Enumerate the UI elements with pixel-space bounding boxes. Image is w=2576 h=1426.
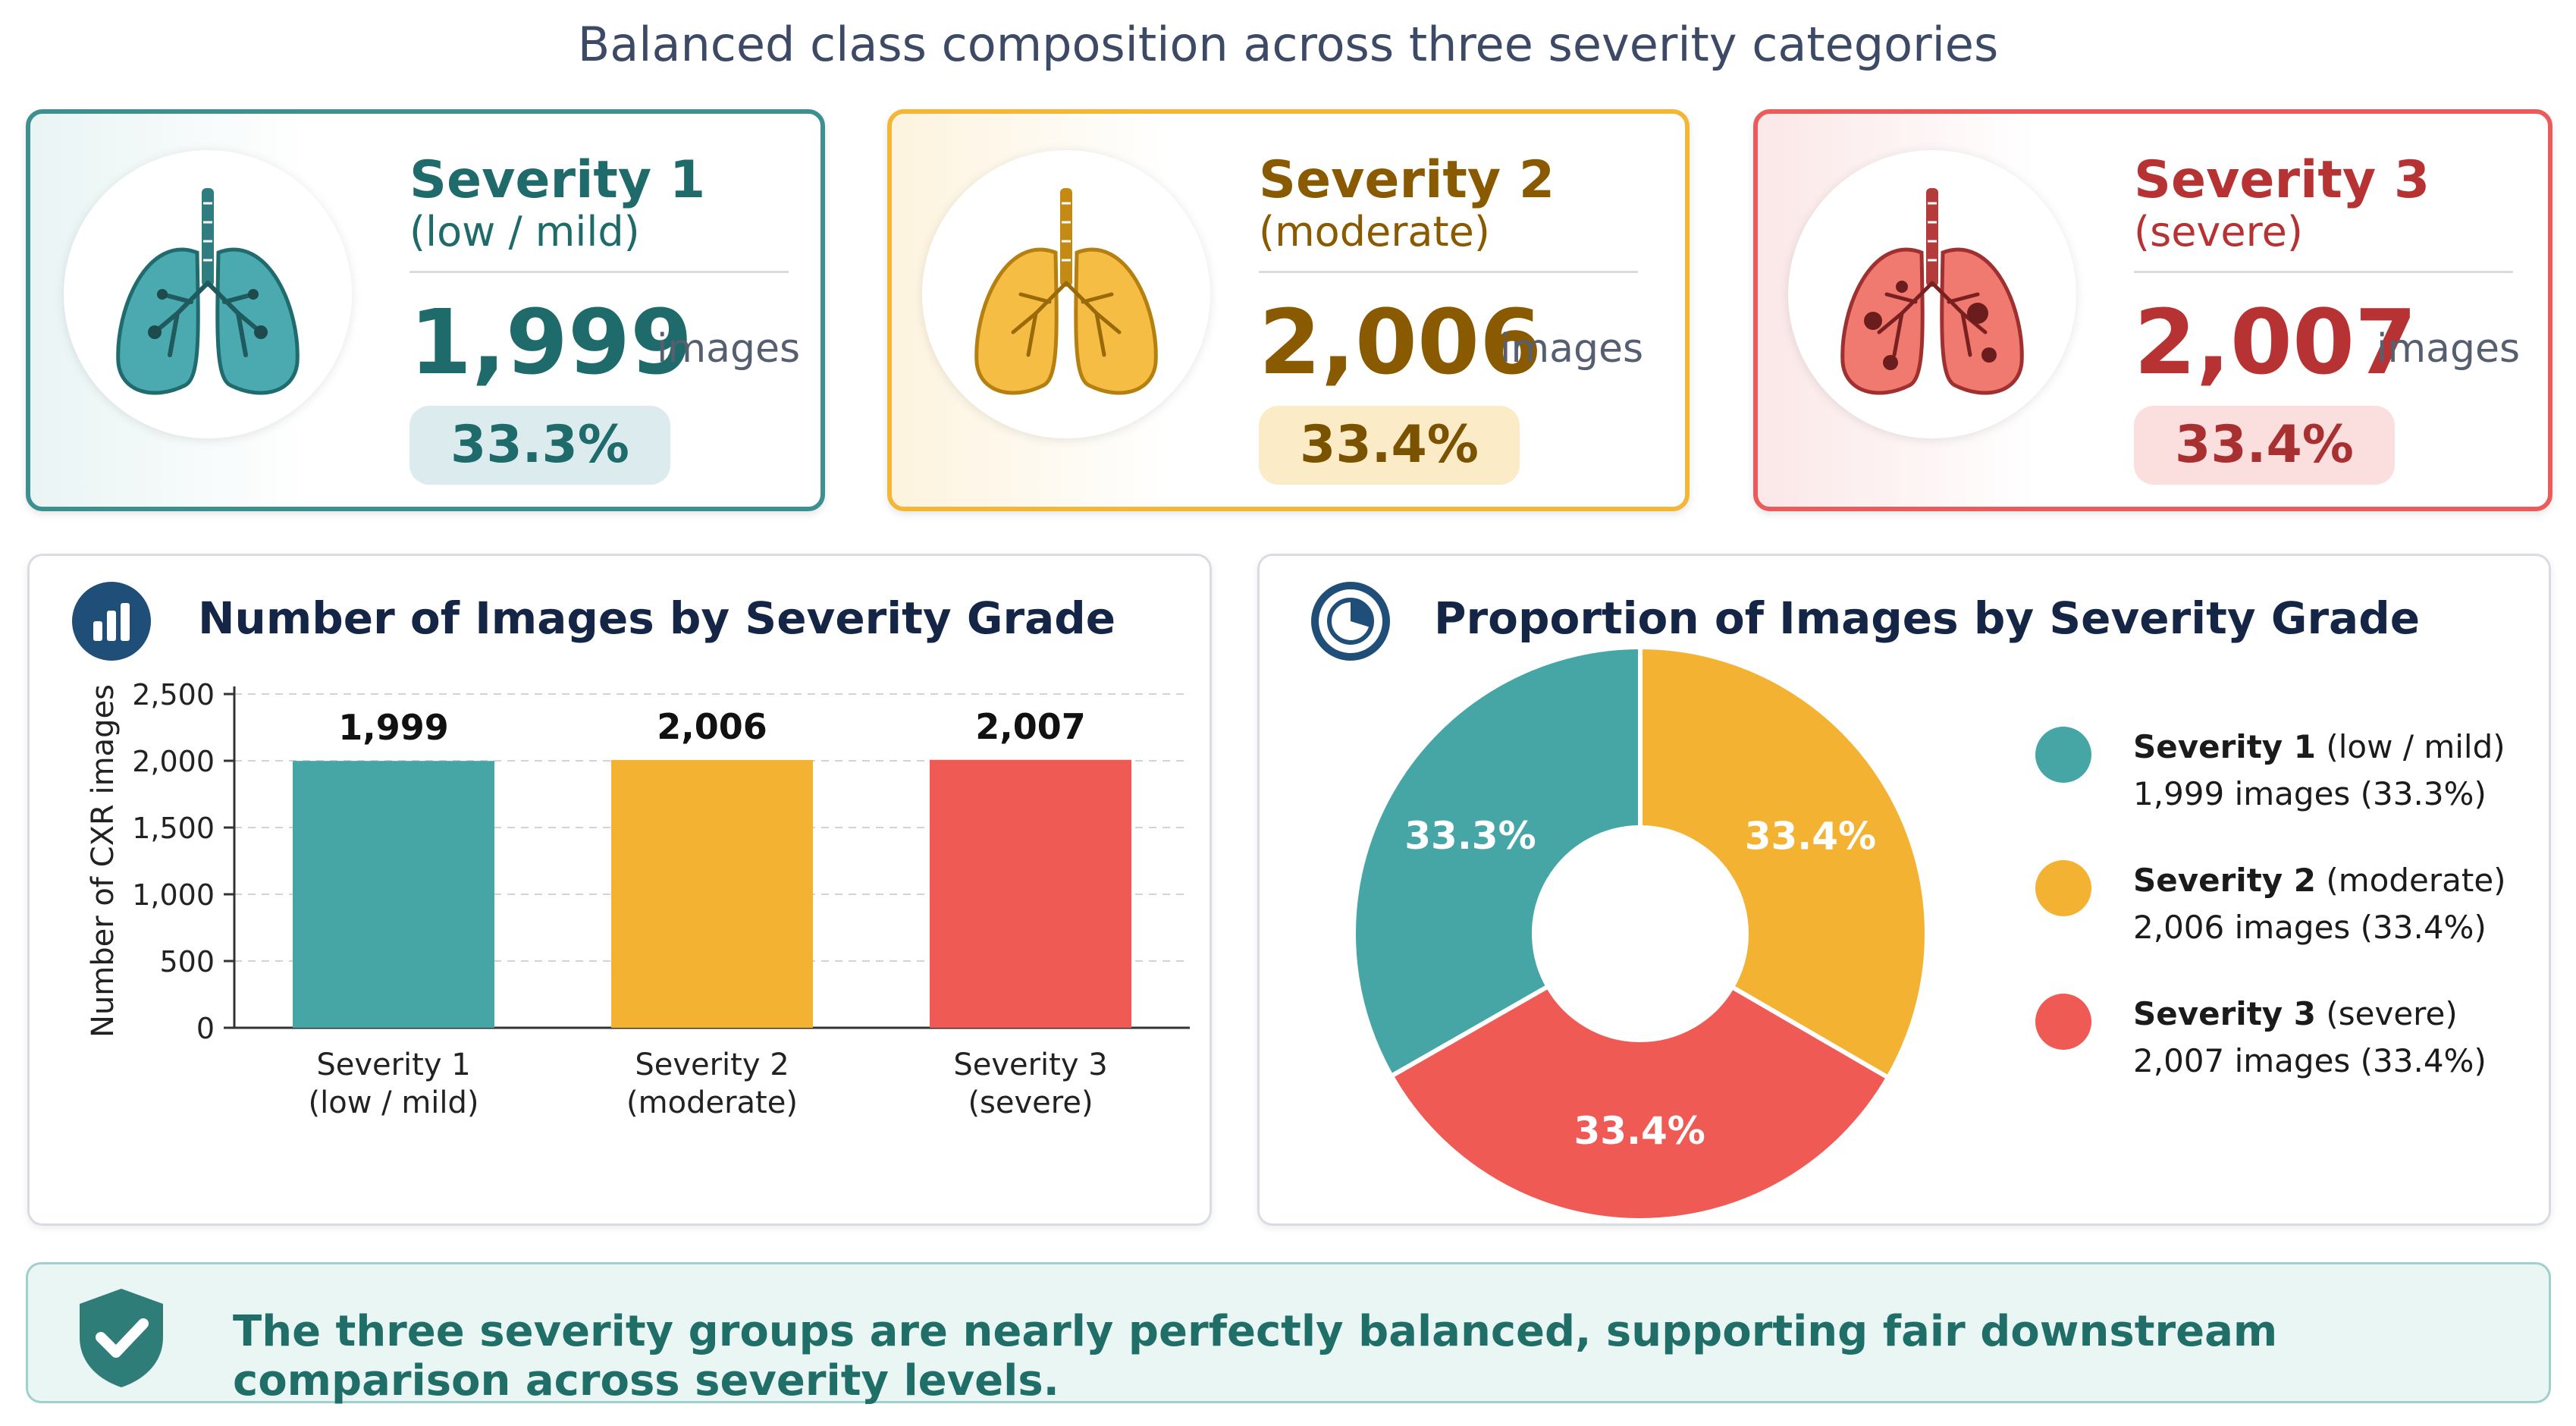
legend-detail: 1,999 images (33.3%) [2133,775,2487,812]
legend-desc: (moderate) [2316,862,2506,899]
pie-chart-title: Proportion of Images by Severity Grade [1434,592,2421,644]
legend-detail: 2,007 images (33.4%) [2133,1042,2487,1079]
bar-value-label: 2,007 [975,706,1086,747]
legend-desc: (severe) [2316,995,2458,1032]
y-tick-label: 2,500 [132,678,215,711]
y-axis-label: Number of CXR images [86,684,121,1038]
divider [2134,271,2513,273]
bar-chart-panel: Number of Images by Severity Grade 0 500 1… [27,554,1212,1226]
legend-label: Severity 2 (moderate) [2133,862,2506,899]
y-tick-label: 2,000 [132,745,215,778]
divider [1259,271,1638,273]
severity-name: Severity 3 [2134,150,2430,210]
image-count: 2,007 [2134,290,2418,394]
slice-value-label: 33.4% [1745,815,1876,859]
image-count: 2,006 [1259,290,1542,394]
x-tick-label: (severe) [968,1085,1093,1120]
x-tick-label: (moderate) [626,1085,798,1120]
lungs-icon [64,150,352,438]
image-count-unit: images [657,326,801,372]
y-tick-label: 1,000 [132,878,215,912]
legend-name: Severity 2 [2133,862,2316,899]
severity-subtitle: (severe) [2134,208,2303,256]
divider [409,271,789,273]
lungs-icon [1788,150,2076,438]
severity-name: Severity 1 [409,150,706,210]
y-tick-label: 1,500 [132,812,215,845]
y-tick-label: 0 [196,1012,215,1045]
severity-subtitle: (moderate) [1259,208,1490,256]
severity-1-card: Severity 1 (low / mild) 1,999 images 33.… [26,109,825,511]
legend-desc: (low / mild) [2316,728,2505,765]
bar [293,761,494,1028]
bar-value-label: 2,006 [657,706,767,747]
legend-name: Severity 1 [2133,728,2316,765]
legend-name: Severity 3 [2133,995,2316,1032]
percent-badge: 33.4% [1259,406,1520,485]
bar-chart-icon [72,582,151,661]
pie-slice [1388,983,1892,1223]
severity-2-card: Severity 2 (moderate) 2,006 images 33.4% [887,109,1690,511]
image-count-unit: images [1500,326,1644,372]
legend-label: Severity 1 (low / mild) [2133,728,2505,765]
y-tick-label: 500 [159,945,215,978]
page-title: Balanced class composition across three … [577,17,1999,72]
shield-check-icon [80,1289,163,1387]
bar-chart: 0 500 1,000 1,500 2,000 2,500 Number of CXR im… [86,678,1190,1120]
image-count-unit: images [2377,326,2521,372]
percent-badge: 33.3% [409,406,670,485]
legend-label: Severity 3 (severe) [2133,995,2458,1032]
severity-name: Severity 2 [1259,150,1555,210]
x-tick-label: Severity 2 [635,1048,789,1082]
legend-swatch [2035,727,2091,783]
severity-subtitle: (low / mild) [409,208,640,256]
pie-chart-icon [1311,582,1390,661]
summary-banner: The three severity groups are nearly per… [26,1262,2551,1406]
slice-value-label: 33.3% [1404,814,1536,858]
severity-3-card: Severity 3 (severe) 2,007 images 33.4% [1753,109,2552,511]
x-tick-label: Severity 1 [316,1048,470,1082]
legend-detail: 2,006 images (33.4%) [2133,909,2487,946]
summary-text: The three severity groups are nearly per… [233,1307,2278,1406]
image-count: 1,999 [409,290,693,394]
percent-badge: 33.4% [2134,406,2395,485]
bar-value-label: 1,999 [338,707,449,748]
pie-slice [1638,644,1929,1081]
bar [930,759,1131,1028]
lungs-icon [922,150,1210,438]
bar-chart-title: Number of Images by Severity Grade [198,592,1116,644]
x-tick-label: (low / mild) [309,1085,479,1120]
pie-slice [1351,644,1643,1079]
legend-swatch [2035,994,2091,1050]
legend-swatch [2035,860,2091,916]
pie-chart-panel: Proportion of Images by Severity Grade 3… [1257,554,2551,1226]
slice-value-label: 33.4% [1574,1109,1705,1153]
bar [611,759,813,1028]
pie-chart: 33.3% 33.4% 33.4% Severity 1 (low / mild) 1,… [1351,644,2506,1223]
x-tick-label: Severity 3 [953,1048,1107,1082]
